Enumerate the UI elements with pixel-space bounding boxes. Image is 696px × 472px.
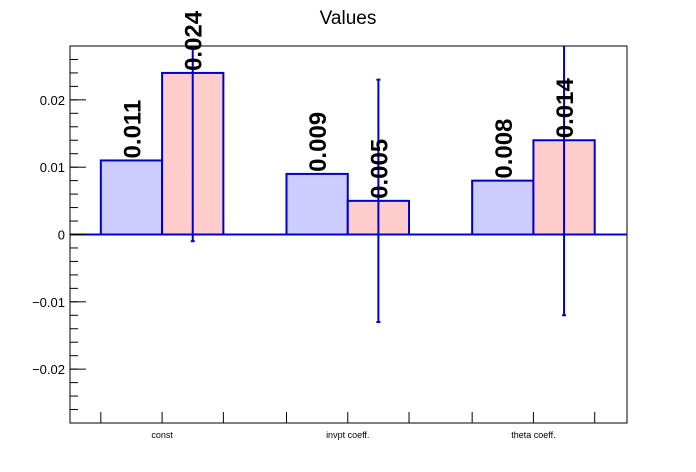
category-label: theta coeff. — [511, 430, 555, 440]
bar — [285, 172, 349, 236]
y-tick-label: 0.02 — [40, 93, 65, 108]
y-tick-label: 0.01 — [40, 160, 65, 175]
data-label: 0.005 — [366, 139, 393, 199]
data-label: 0.008 — [491, 119, 518, 179]
category-label: const — [151, 430, 173, 440]
data-label: 0.024 — [181, 10, 208, 71]
y-tick-label: −0.01 — [32, 295, 65, 310]
data-label: 0.009 — [305, 112, 332, 172]
data-label: 0.014 — [552, 78, 579, 139]
bar — [99, 159, 164, 236]
y-tick-label: −0.02 — [32, 362, 65, 377]
y-tick-label: 0 — [58, 228, 65, 243]
chart-title: Values — [320, 8, 377, 29]
bar — [471, 179, 535, 236]
category-label: invpt coeff. — [326, 430, 369, 440]
data-label: 0.011 — [119, 100, 146, 159]
